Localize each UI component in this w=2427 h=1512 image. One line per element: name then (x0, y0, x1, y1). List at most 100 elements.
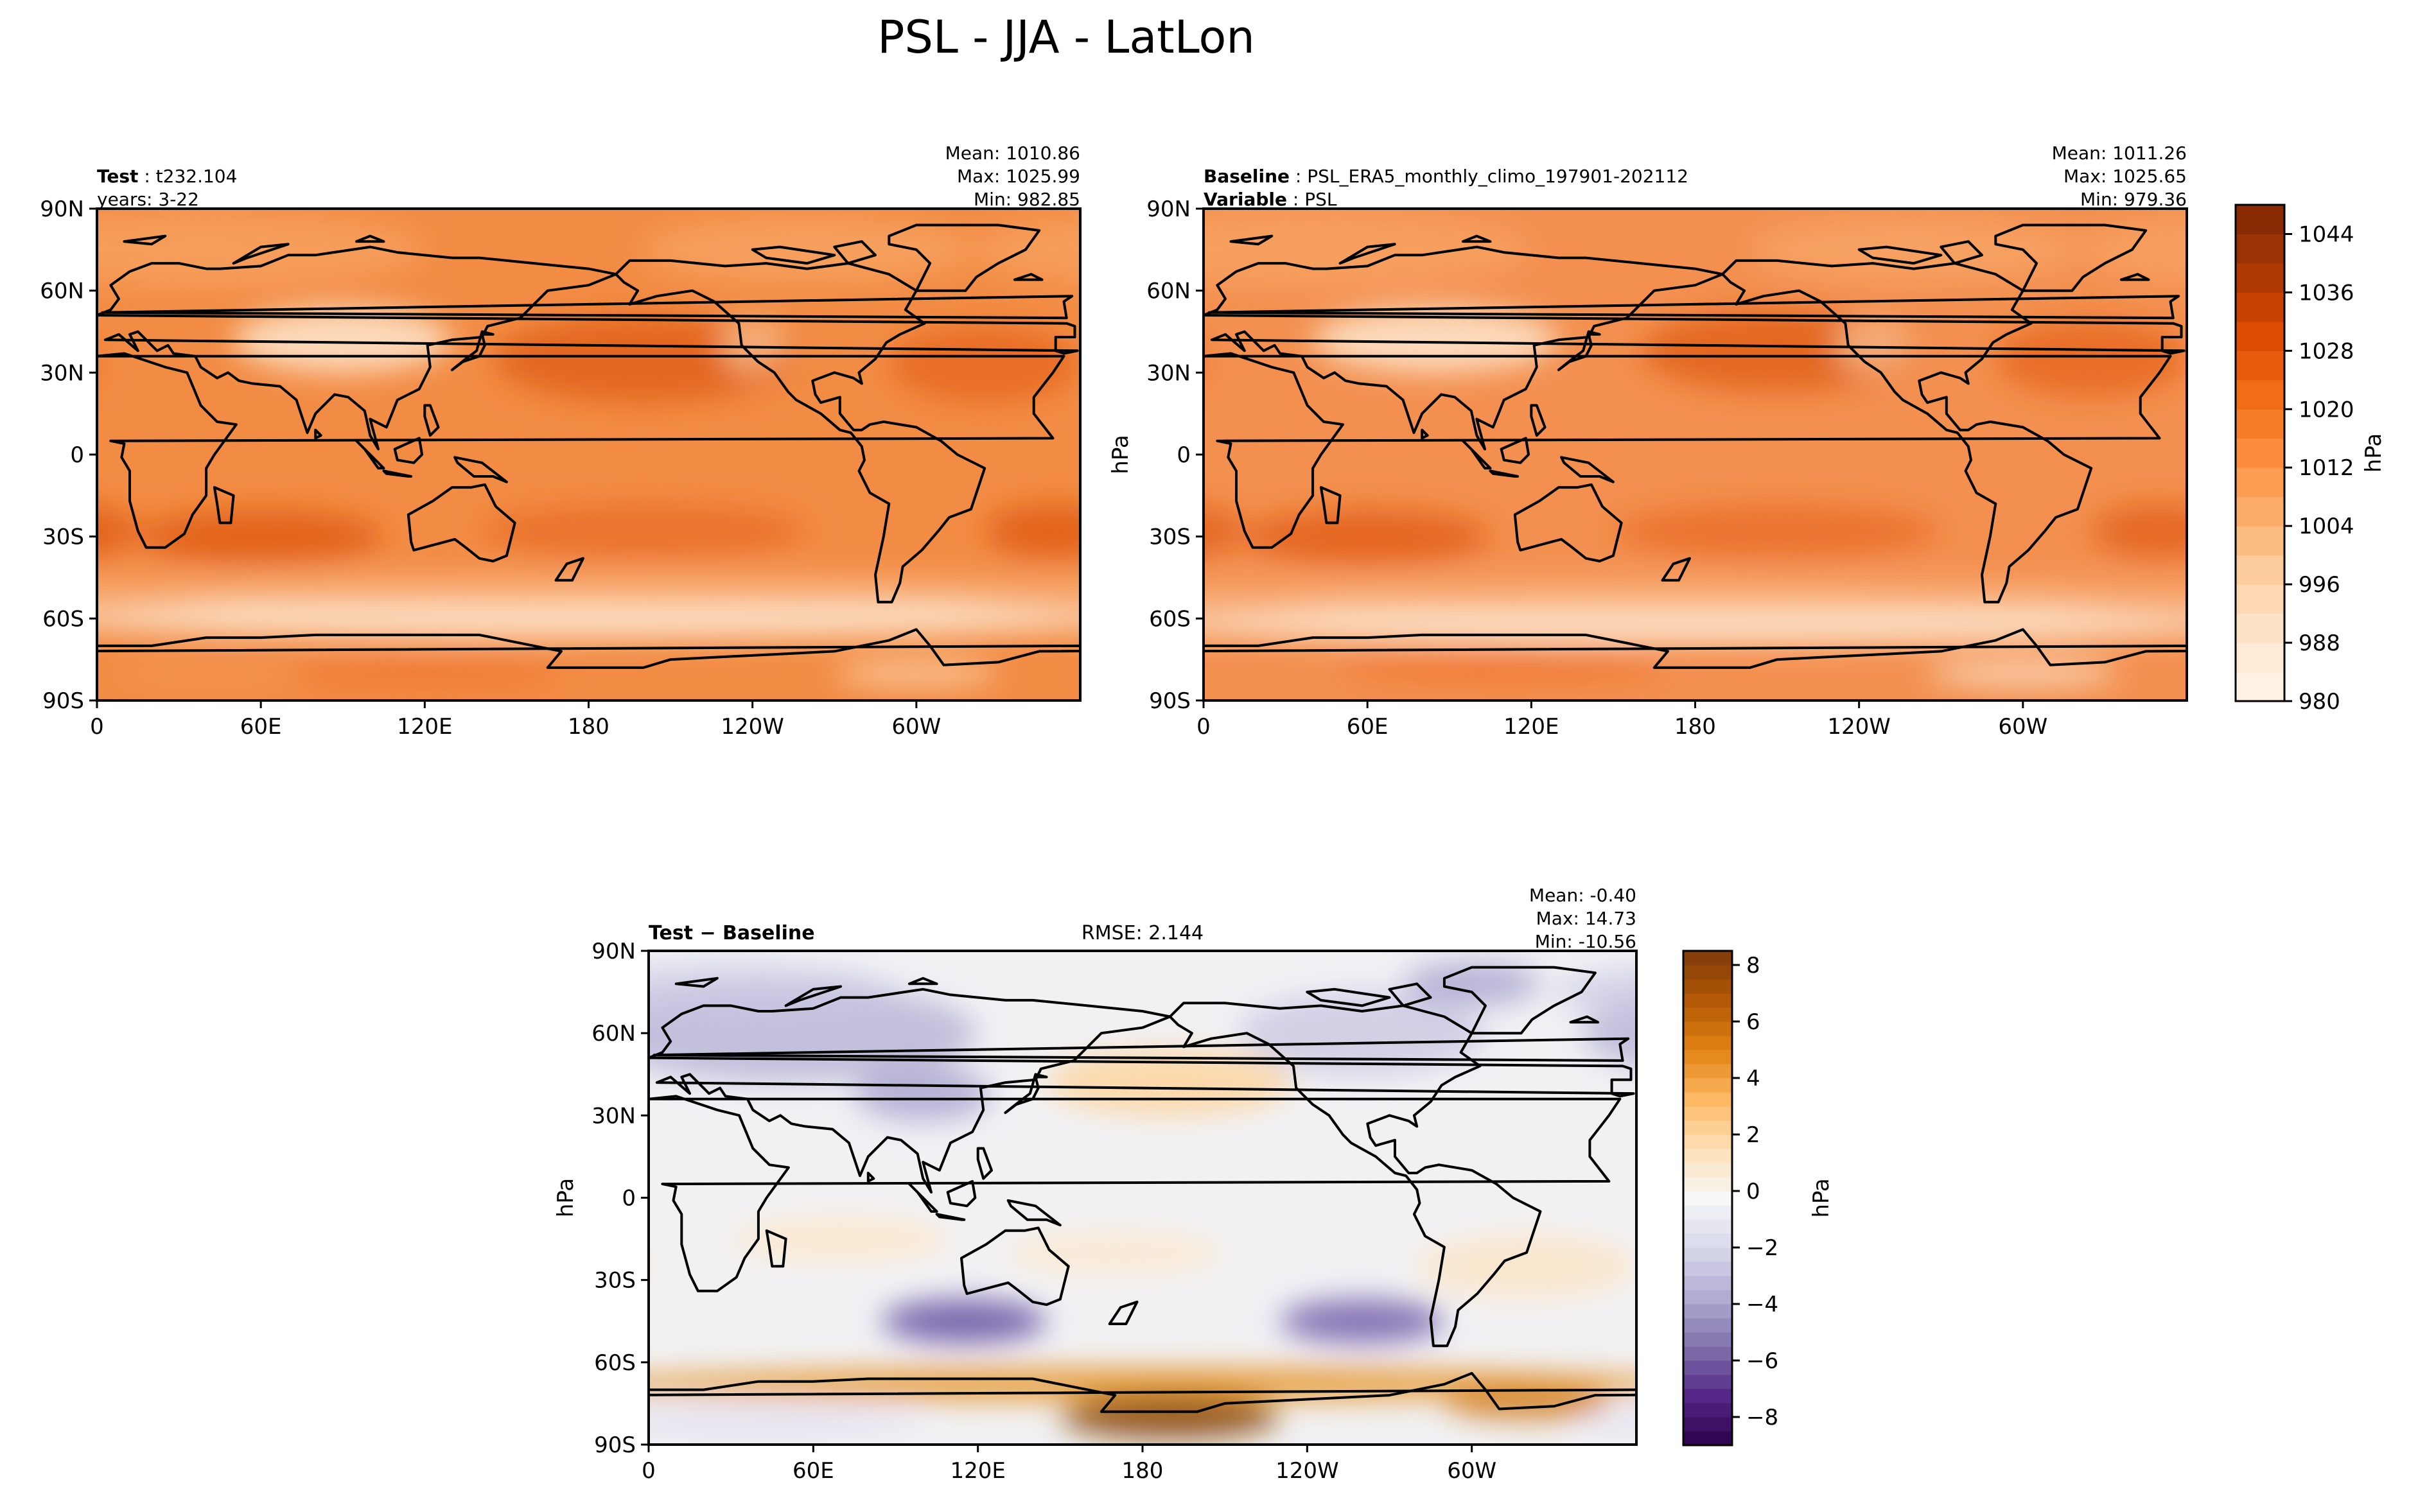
colorbar-tick-label: 988 (2299, 630, 2340, 656)
xtick-label: 60E (793, 1458, 834, 1484)
coastline (765, 1229, 787, 1268)
coastlines (0, 966, 2427, 1445)
xtick-label: 180 (1122, 1458, 1164, 1484)
field-anomaly (643, 216, 971, 282)
ytick-label: 60S (1149, 606, 1191, 632)
coastline (1993, 1074, 2034, 1113)
coastline (976, 1147, 993, 1180)
colorbar-level (2236, 409, 2284, 439)
coastline (1500, 437, 1530, 464)
coastline (1949, 1228, 2056, 1305)
ytick-label: 30S (594, 1268, 636, 1294)
colorbar-tick-label: −2 (1746, 1235, 1778, 1261)
ytick-label: 90N (591, 939, 636, 964)
colorbar-tick-label: 1036 (2299, 280, 2354, 306)
coastline (1462, 439, 1492, 470)
coastline (1013, 273, 1044, 281)
colorbar-level (2236, 292, 2284, 322)
colorbar-level (2236, 234, 2284, 264)
colorbar-level (1683, 1431, 1732, 1446)
coastline (453, 456, 508, 483)
field-anomaly (2132, 615, 2187, 632)
coastline (1774, 987, 1829, 1006)
xtick-label: 120E (950, 1458, 1005, 1484)
stat-mean: Mean: 1011.26 (2052, 143, 2187, 164)
figure-title: PSL - JJA - LatLon (877, 11, 1254, 64)
field-anomaly (1340, 651, 1668, 684)
xtick-label: 120W (1827, 714, 1891, 740)
field-anomaly (0, 1066, 4, 1120)
field-anomaly (97, 211, 425, 288)
coastline (1204, 628, 2187, 700)
colorbar-level (1683, 1050, 1732, 1064)
coastline (1569, 1015, 1600, 1024)
ytick-label: 60S (42, 606, 84, 632)
field-anomaly (73, 1395, 292, 1439)
field-anomaly (649, 1377, 704, 1392)
coastline (0, 247, 94, 449)
colorbar-label: hPa (1809, 1178, 1834, 1217)
coastline (1994, 223, 2148, 292)
field-anomaly (719, 318, 785, 373)
colorbar-level (1683, 1389, 1732, 1403)
colorbar-level (1683, 1247, 1732, 1262)
coastline (457, 968, 608, 1034)
ytick-label: 30N (40, 360, 84, 386)
field-anomaly (2227, 992, 2427, 1074)
coastline (382, 469, 413, 478)
coastline (674, 977, 719, 988)
coastline (888, 223, 1041, 292)
coastline (907, 1183, 938, 1213)
field-anomaly (2034, 1050, 2281, 1116)
colorbar-tick-label: 980 (2299, 689, 2340, 715)
colorbar-level (1683, 1092, 1732, 1107)
ytick-label: 60S (594, 1350, 636, 1376)
coastline (649, 1095, 1622, 1292)
field-anomaly (137, 509, 384, 564)
field-anomaly (1026, 610, 1080, 627)
field-anomaly (2132, 589, 2187, 604)
coastline (0, 1039, 640, 1061)
colorbar-frame (2234, 204, 2286, 702)
xtick-label: 0 (642, 1458, 656, 1484)
test-label: Test : t232.104 (97, 166, 237, 187)
ytick-label: 60N (591, 1021, 636, 1047)
coastline (866, 1172, 875, 1183)
field-anomaly (2391, 962, 2427, 1005)
xtick-label: 180 (568, 714, 609, 740)
stat-max: Max: 1025.99 (957, 166, 1080, 187)
colorbar-level (1683, 1304, 1732, 1319)
coastline (1897, 1184, 1925, 1212)
field-anomaly (17, 1231, 237, 1274)
rmse-label: RMSE: 2.144 (1082, 922, 1204, 944)
ytick-label: 0 (622, 1186, 636, 1212)
colorbar-level (2236, 643, 2284, 673)
xtick-label: 0 (1196, 714, 1211, 740)
coastline (1557, 330, 1601, 372)
field-anomaly (493, 315, 794, 403)
field-anomaly (1995, 320, 2187, 397)
coastlines (1204, 223, 2187, 700)
field-anomaly (1581, 1412, 1636, 1433)
coastline (1442, 966, 1597, 1035)
ytick-label: 90S (1149, 688, 1191, 714)
y-axis-label: hPa (1108, 435, 1134, 474)
colorbar-tick-label: 0 (1746, 1179, 1760, 1204)
ytick-label: 90S (42, 688, 84, 714)
colorbar-level (2236, 496, 2284, 526)
colorbar-level (2236, 351, 2284, 381)
colorbar-level (1683, 1318, 1732, 1333)
colorbar-level (1683, 1078, 1732, 1093)
coastline (1489, 469, 1520, 478)
field-anomaly (889, 326, 1080, 403)
colorbar-level (2236, 672, 2284, 702)
colorbar-level (2236, 438, 2284, 468)
field-anomaly (1993, 1231, 2212, 1274)
coastline (1642, 1039, 2427, 1061)
ytick-label: 90S (594, 1432, 636, 1458)
xtick-label: 120W (721, 714, 784, 740)
colorbar-level (1683, 979, 1732, 994)
coastline (0, 1096, 632, 1290)
